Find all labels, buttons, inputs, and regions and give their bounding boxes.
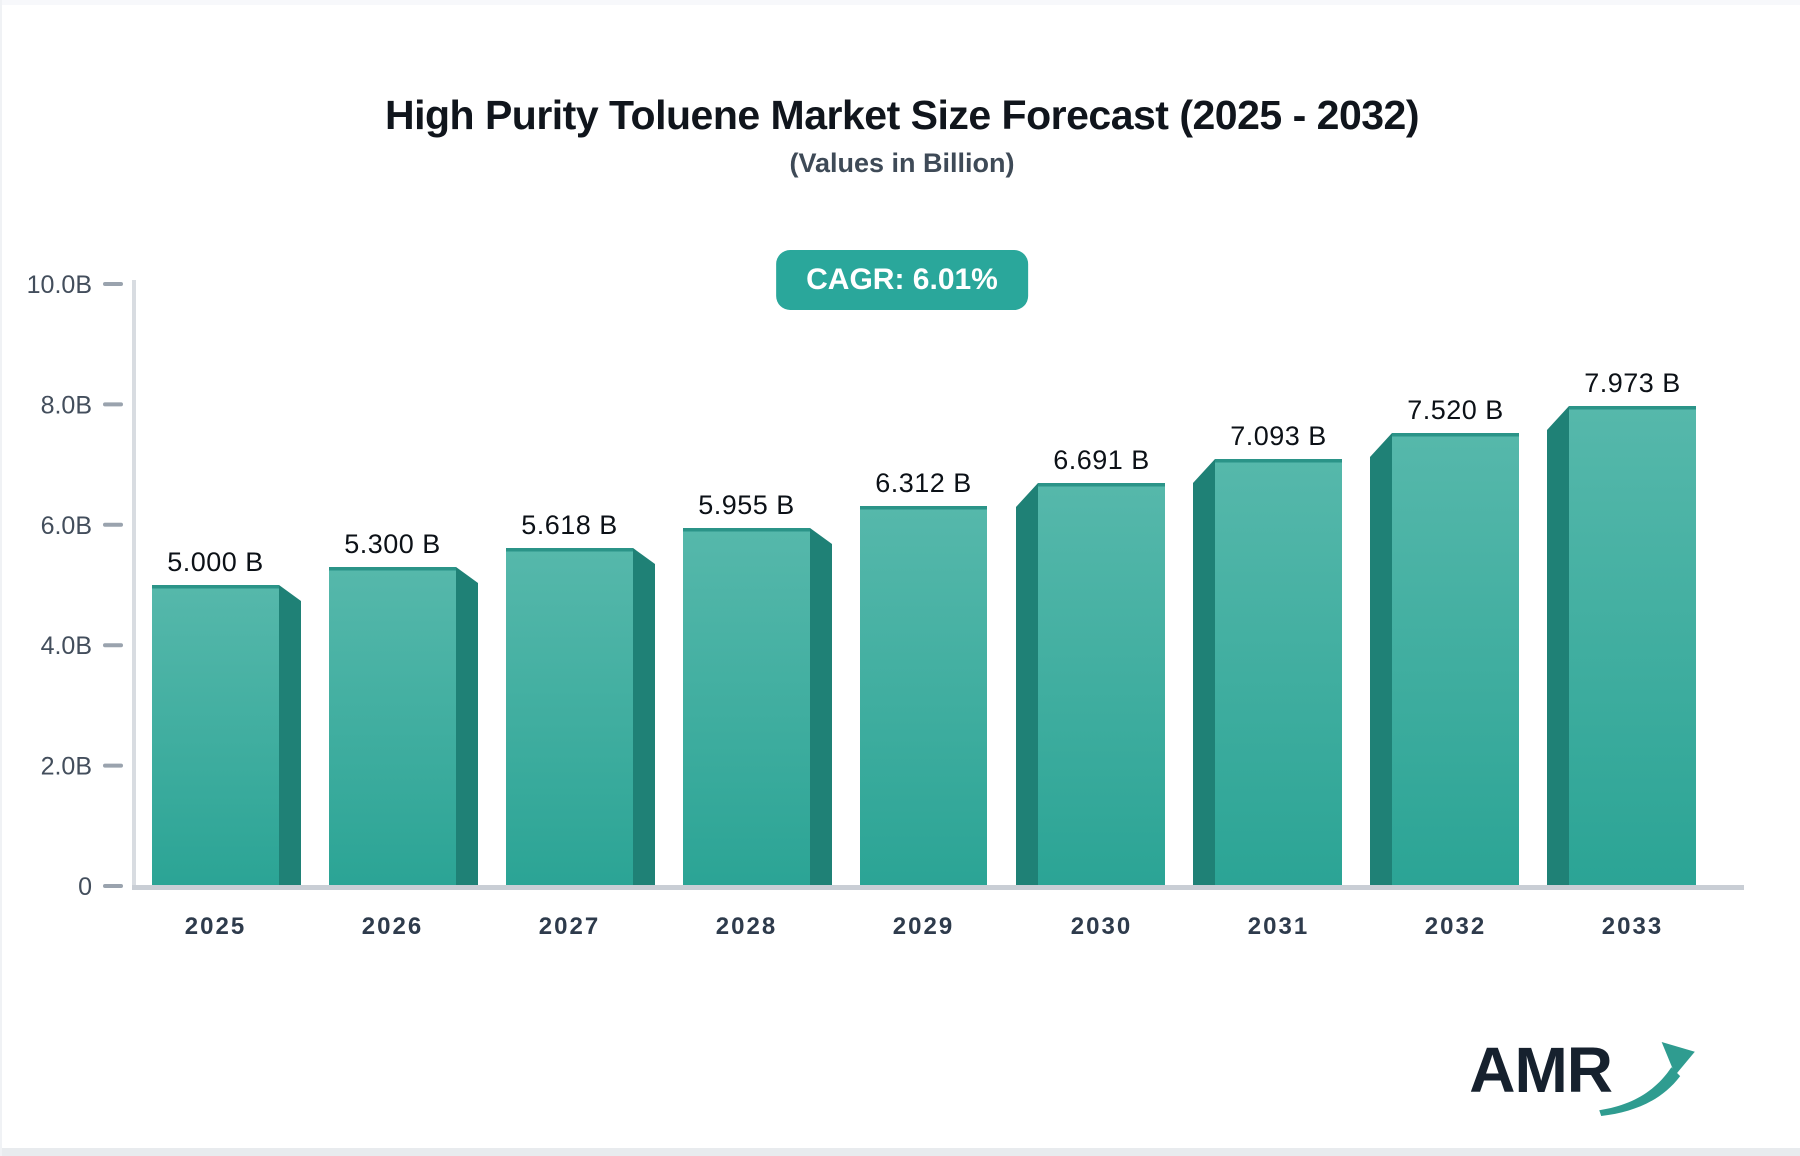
bar: [329, 567, 456, 886]
y-axis-line: [132, 280, 136, 890]
bar-value-label: 7.973 B: [1584, 368, 1681, 398]
bar-value-label: 7.093 B: [1230, 421, 1327, 451]
x-tick-label: 2025: [185, 913, 246, 940]
bar-value-label: 5.955 B: [698, 490, 795, 520]
bar-top-edge: [1569, 406, 1696, 410]
x-tick-label: 2028: [716, 913, 777, 940]
y-tick-dash: [103, 522, 123, 527]
bar-top-edge: [860, 506, 987, 510]
amr-logo-text: AMR: [1469, 1034, 1613, 1106]
x-tick-label: 2033: [1602, 913, 1663, 940]
bar: [506, 548, 633, 886]
bar: [1215, 459, 1342, 886]
cagr-badge: CAGR: 6.01%: [776, 250, 1028, 310]
chart-title: High Purity Toluene Market Size Forecast…: [384, 92, 1420, 138]
bar-value-label: 5.618 B: [521, 510, 618, 540]
y-tick-label: 0: [78, 873, 92, 901]
y-tick-dash: [103, 884, 123, 888]
bar: [860, 506, 987, 886]
bar: [683, 528, 810, 886]
y-tick-dash: [103, 282, 123, 286]
bar: [152, 585, 279, 886]
x-tick-label: 2030: [1071, 913, 1132, 940]
y-tick-label: 4.0B: [41, 632, 92, 660]
bar-top-edge: [1215, 459, 1342, 463]
bar-side-face: [1193, 459, 1215, 886]
y-tick-label: 6.0B: [41, 512, 92, 540]
bar-top-edge: [1392, 433, 1519, 437]
chart-subtitle: (Values in Billion): [789, 148, 1015, 178]
amr-logo: AMR: [1469, 1038, 1700, 1118]
trend-up-arrow-icon: [1599, 1041, 1695, 1117]
bar-top-edge: [152, 585, 279, 589]
x-axis-line: [132, 885, 1744, 890]
bar-side-face: [1016, 483, 1038, 886]
x-tick-label: 2031: [1248, 913, 1309, 940]
bar-side-face: [633, 548, 655, 886]
x-tick-label: 2029: [893, 913, 954, 940]
bar-side-face: [456, 567, 478, 886]
y-tick-label: 8.0B: [41, 391, 92, 419]
bar: [1038, 483, 1165, 886]
bar-top-edge: [329, 567, 456, 571]
bar-side-face: [1370, 433, 1392, 886]
bar-side-face: [279, 585, 301, 886]
bar-value-label: 5.300 B: [344, 529, 441, 559]
bar-value-label: 6.691 B: [1053, 445, 1150, 475]
x-tick-label: 2026: [362, 913, 423, 940]
bar-top-edge: [1038, 483, 1165, 487]
y-tick-label: 2.0B: [41, 753, 92, 781]
bar-value-label: 7.520 B: [1407, 395, 1504, 425]
bar-value-label: 5.000 B: [167, 547, 264, 577]
y-tick-label: 10.0B: [27, 271, 92, 299]
bar-value-label: 6.312 B: [875, 468, 972, 498]
bar-top-edge: [506, 548, 633, 552]
bar-side-face: [1547, 406, 1569, 886]
bar: [1569, 406, 1696, 886]
top-border-strip: [2, 0, 1800, 5]
y-tick-dash: [103, 763, 123, 768]
x-tick-label: 2027: [539, 913, 600, 940]
bottom-border-strip: [2, 1148, 1800, 1156]
bar: [1392, 433, 1519, 886]
x-tick-label: 2032: [1425, 913, 1486, 940]
y-tick-dash: [103, 643, 123, 648]
bar-side-face: [810, 528, 832, 886]
bar-top-edge: [683, 528, 810, 532]
y-tick-dash: [103, 402, 123, 407]
